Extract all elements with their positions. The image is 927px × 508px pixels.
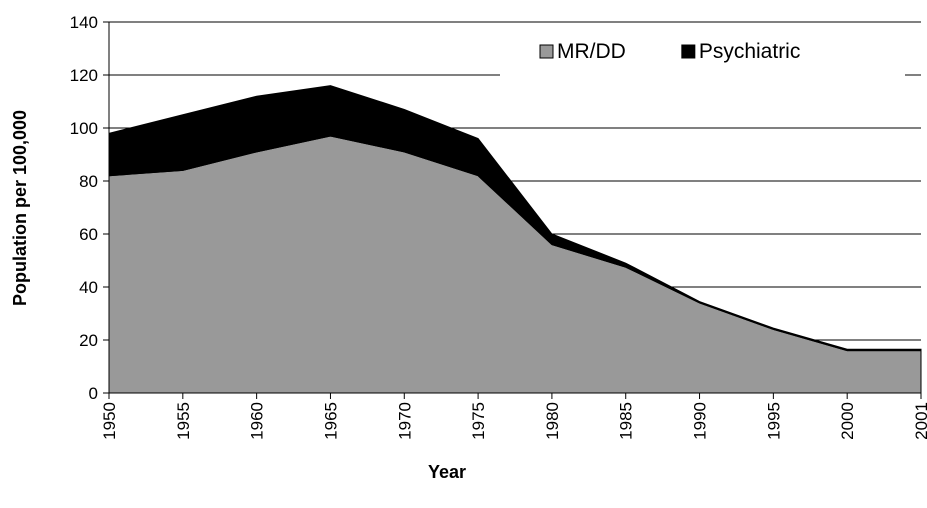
y-tick-label: 120 (70, 66, 98, 85)
y-tick-label: 40 (79, 278, 98, 297)
x-tick-label: 2001 (912, 402, 927, 440)
x-tick-label: 1960 (248, 402, 267, 440)
y-tick-label: 100 (70, 119, 98, 138)
legend-label: MR/DD (557, 40, 626, 63)
x-tick-label: 1990 (691, 402, 710, 440)
x-tick-label: 1950 (100, 402, 119, 440)
legend-label: Psychiatric (699, 40, 801, 63)
x-tick-label: 1970 (395, 402, 414, 440)
y-tick-label: 80 (79, 172, 98, 191)
x-tick-label: 2000 (838, 402, 857, 440)
x-tick-label: 1965 (321, 402, 340, 440)
legend-swatch (681, 44, 696, 59)
area (108, 85, 922, 352)
area (108, 135, 922, 394)
legend-box (500, 32, 905, 94)
x-tick-label: 1975 (469, 402, 488, 440)
y-tick-label: 60 (79, 225, 98, 244)
x-axis-label: Year (428, 462, 466, 482)
x-tick-label: 1995 (764, 402, 783, 440)
x-tick-label: 1955 (174, 402, 193, 440)
legend-swatch (539, 44, 554, 59)
y-tick-label: 20 (79, 331, 98, 350)
x-tick-label: 1985 (617, 402, 636, 440)
x-tick-label: 1980 (543, 402, 562, 440)
y-tick-label: 140 (70, 13, 98, 32)
y-tick-label: 0 (89, 384, 98, 403)
y-axis-label: Population per 100,000 (10, 110, 30, 306)
